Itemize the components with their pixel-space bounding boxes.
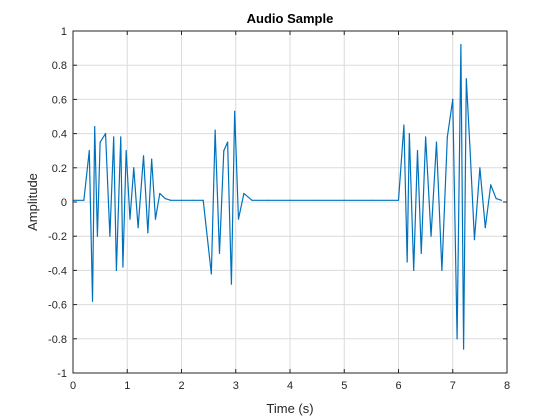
waveform-point xyxy=(484,227,486,229)
waveform-point xyxy=(83,199,85,201)
waveform-point xyxy=(456,338,458,340)
waveform-point xyxy=(446,136,448,138)
y-tick-label: 0.4 xyxy=(52,129,67,141)
waveform-point xyxy=(125,150,127,152)
waveform-point xyxy=(495,197,497,200)
waveform-point xyxy=(237,218,240,220)
waveform-point xyxy=(441,269,443,271)
waveform-point xyxy=(408,133,410,135)
waveform-point xyxy=(370,199,372,201)
y-tick-label: 1 xyxy=(61,26,67,38)
waveform-point xyxy=(463,348,465,350)
waveform-point xyxy=(159,192,161,195)
waveform-point xyxy=(479,167,481,169)
waveform-point xyxy=(142,155,145,157)
waveform-point xyxy=(243,192,245,195)
x-tick-label: 5 xyxy=(341,380,347,392)
x-tick-label: 1 xyxy=(124,380,130,392)
waveform-point xyxy=(154,218,157,220)
waveform-point xyxy=(151,158,153,160)
chart-title: Audio Sample xyxy=(247,11,334,26)
waveform-point xyxy=(490,184,492,186)
waveform-point xyxy=(227,141,229,143)
x-axis-label: Time (s) xyxy=(266,401,313,416)
y-tick-labels: -1 -0.8 -0.6 -0.4 -0.2 0 0.2 0.4 0.6 0.8 1 xyxy=(48,26,67,380)
y-tick-label: 0.2 xyxy=(52,163,67,175)
waveform-point xyxy=(416,150,419,152)
waveform-point xyxy=(430,235,432,237)
waveform-point xyxy=(88,150,90,152)
waveform-point xyxy=(113,136,115,138)
waveform-point xyxy=(94,126,96,128)
waveform-point xyxy=(397,199,400,201)
y-tick-label: 0 xyxy=(61,197,67,209)
waveform-point xyxy=(316,199,318,201)
waveform-point xyxy=(343,199,345,201)
waveform-point xyxy=(251,199,253,201)
x-tick-label: 7 xyxy=(450,380,456,392)
waveform-point xyxy=(473,239,476,241)
waveform-point xyxy=(413,269,415,271)
waveform-point xyxy=(202,199,204,201)
plot-area xyxy=(72,44,503,350)
waveform-point xyxy=(406,261,408,263)
waveform-point xyxy=(120,136,122,138)
audio-waveform-line xyxy=(73,44,502,350)
y-tick-label: 0.6 xyxy=(52,94,67,106)
waveform-point xyxy=(96,235,99,237)
waveform-point xyxy=(109,235,111,237)
waveform-point xyxy=(164,197,166,200)
waveform-point xyxy=(500,199,503,201)
waveform-point xyxy=(122,266,124,268)
waveform-point xyxy=(289,199,291,201)
waveform-point xyxy=(230,283,233,285)
x-tick-label: 6 xyxy=(395,380,401,392)
y-tick-label: -0.8 xyxy=(48,334,67,346)
waveform-point xyxy=(133,167,135,169)
waveform-point xyxy=(425,136,427,138)
waveform-point xyxy=(469,150,471,152)
y-tick-label: -1 xyxy=(57,368,67,380)
x-tick-label: 8 xyxy=(504,380,510,392)
y-tick-label: 0.8 xyxy=(52,60,67,72)
waveform-point xyxy=(465,78,467,80)
y-tick-label: -0.2 xyxy=(48,231,67,243)
axis-ticks xyxy=(72,30,508,374)
waveform-point xyxy=(180,199,183,201)
waveform-point xyxy=(460,44,462,46)
x-tick-label: 2 xyxy=(178,380,184,392)
waveform-point xyxy=(191,199,193,201)
waveform-point xyxy=(147,232,149,234)
waveform-point xyxy=(267,199,269,201)
x-tick-label: 0 xyxy=(70,380,76,392)
waveform-point xyxy=(115,269,117,271)
x-tick-label: 4 xyxy=(287,380,293,392)
waveform-point xyxy=(420,252,422,254)
waveform-point xyxy=(435,141,438,143)
waveform-point xyxy=(91,300,94,302)
y-tick-label: -0.6 xyxy=(48,300,67,312)
y-tick-label: -0.4 xyxy=(48,265,67,277)
waveform-point xyxy=(170,199,172,201)
waveform-point xyxy=(234,110,236,112)
x-tick-labels: 0 1 2 3 4 5 6 7 8 xyxy=(70,380,510,392)
waveform-point xyxy=(214,129,216,131)
y-axis-label: Amplitude xyxy=(25,173,40,231)
waveform-point xyxy=(137,227,139,229)
grid-lines xyxy=(72,30,508,374)
waveform-point xyxy=(129,218,131,220)
waveform-point xyxy=(223,150,225,152)
waveform-point xyxy=(104,133,107,135)
waveform-point xyxy=(99,141,101,143)
waveform-point xyxy=(218,252,221,254)
waveform-point xyxy=(403,124,405,126)
waveform-point xyxy=(452,98,454,100)
waveform-point xyxy=(210,273,212,275)
x-tick-label: 3 xyxy=(233,380,239,392)
